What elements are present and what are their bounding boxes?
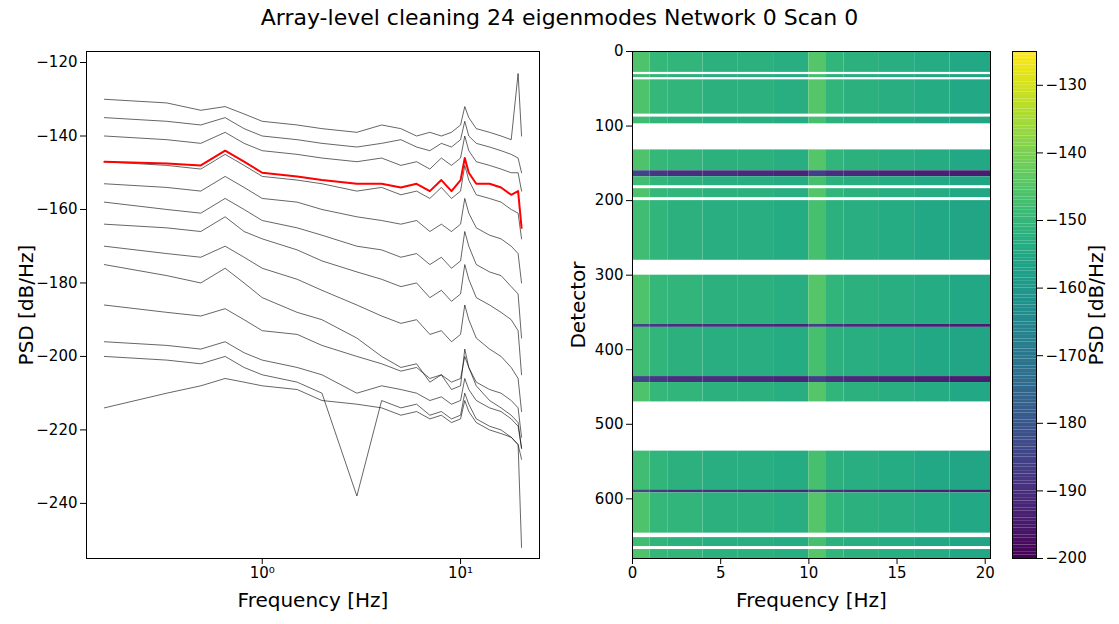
svg-text:−120: −120 bbox=[36, 53, 77, 71]
svg-text:PSD [dB/Hz]: PSD [dB/Hz] bbox=[1084, 245, 1108, 366]
svg-text:−200: −200 bbox=[36, 347, 77, 365]
html-text:Array-level cleaning 24 eigenm: Array-level cleaning 24 eigenmodes Netwo… bbox=[260, 5, 859, 30]
svg-text:500: 500 bbox=[595, 415, 624, 433]
svg-text:−140: −140 bbox=[36, 127, 77, 145]
svg-text:20: 20 bbox=[976, 564, 995, 582]
svg-text:10: 10 bbox=[799, 564, 818, 582]
svg-text:10⁰: 10⁰ bbox=[250, 564, 275, 582]
svg-text:−160: −160 bbox=[36, 200, 77, 218]
svg-text:15: 15 bbox=[887, 564, 906, 582]
svg-text:Frequency [Hz]: Frequency [Hz] bbox=[238, 588, 389, 612]
svg-text:Frequency [Hz]: Frequency [Hz] bbox=[736, 588, 887, 612]
svg-text:−180: −180 bbox=[1046, 414, 1087, 432]
svg-text:5: 5 bbox=[716, 564, 726, 582]
svg-text:−140: −140 bbox=[1046, 144, 1087, 162]
svg-text:300: 300 bbox=[595, 266, 624, 284]
svg-text:−170: −170 bbox=[1046, 347, 1087, 365]
svg-text:0: 0 bbox=[614, 42, 624, 60]
svg-text:10¹: 10¹ bbox=[448, 564, 473, 582]
svg-text:−160: −160 bbox=[1046, 279, 1087, 297]
svg-text:−220: −220 bbox=[36, 421, 77, 439]
svg-text:−180: −180 bbox=[36, 274, 77, 292]
svg-text:PSD [dB/Hz]: PSD [dB/Hz] bbox=[14, 245, 38, 366]
svg-text:−240: −240 bbox=[36, 494, 77, 512]
svg-text:400: 400 bbox=[595, 341, 624, 359]
svg-text:100: 100 bbox=[595, 117, 624, 135]
svg-text:−190: −190 bbox=[1046, 482, 1087, 500]
svg-text:−200: −200 bbox=[1046, 549, 1087, 567]
svg-text:200: 200 bbox=[595, 191, 624, 209]
svg-text:Detector: Detector bbox=[566, 261, 590, 349]
svg-text:−130: −130 bbox=[1046, 76, 1087, 94]
svg-text:600: 600 bbox=[595, 490, 624, 508]
svg-text:0: 0 bbox=[628, 564, 638, 582]
svg-text:−150: −150 bbox=[1046, 211, 1087, 229]
